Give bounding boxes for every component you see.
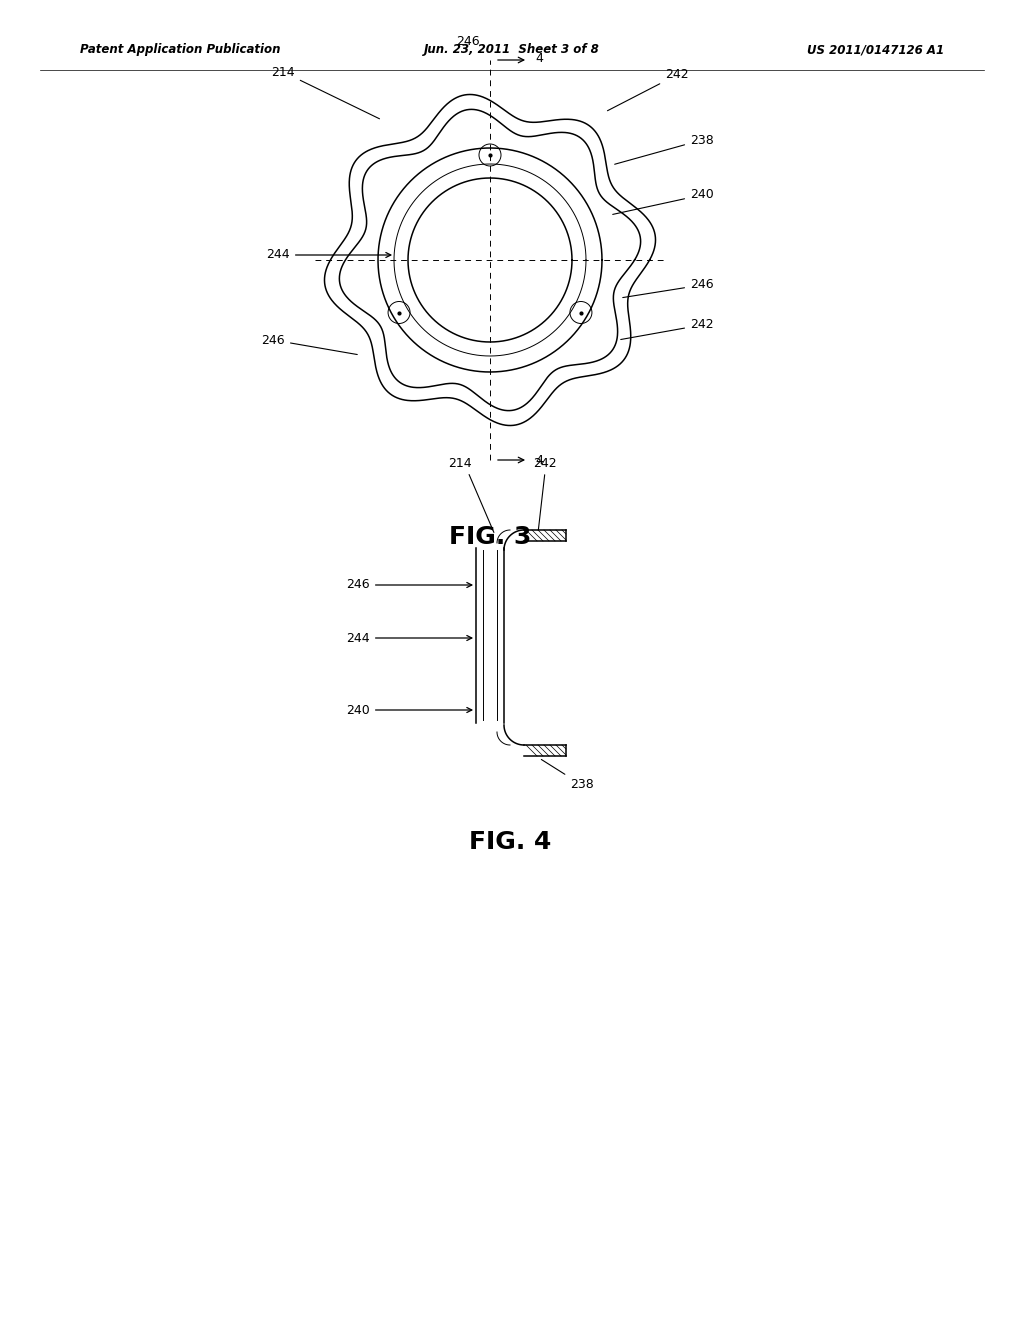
Text: 214: 214: [449, 457, 472, 470]
Text: 246: 246: [261, 334, 357, 355]
Text: 238: 238: [614, 133, 714, 164]
Text: 246: 246: [346, 578, 472, 591]
Text: 246: 246: [623, 279, 714, 297]
Text: 242: 242: [534, 457, 557, 470]
Text: Patent Application Publication: Patent Application Publication: [80, 44, 281, 57]
Text: FIG. 3: FIG. 3: [449, 525, 531, 549]
Text: 240: 240: [346, 704, 472, 717]
Text: 244: 244: [346, 631, 472, 644]
Text: 214: 214: [271, 66, 380, 119]
Text: US 2011/0147126 A1: US 2011/0147126 A1: [807, 44, 944, 57]
Text: 242: 242: [621, 318, 714, 339]
Text: 246: 246: [457, 36, 480, 48]
Text: Jun. 23, 2011  Sheet 3 of 8: Jun. 23, 2011 Sheet 3 of 8: [424, 44, 600, 57]
Text: 238: 238: [542, 759, 594, 792]
Text: 4: 4: [535, 51, 543, 65]
Text: 240: 240: [612, 189, 714, 214]
Text: 244: 244: [266, 248, 391, 261]
Text: FIG. 4: FIG. 4: [469, 830, 551, 854]
Text: 4: 4: [535, 454, 543, 466]
Text: 242: 242: [607, 69, 688, 111]
